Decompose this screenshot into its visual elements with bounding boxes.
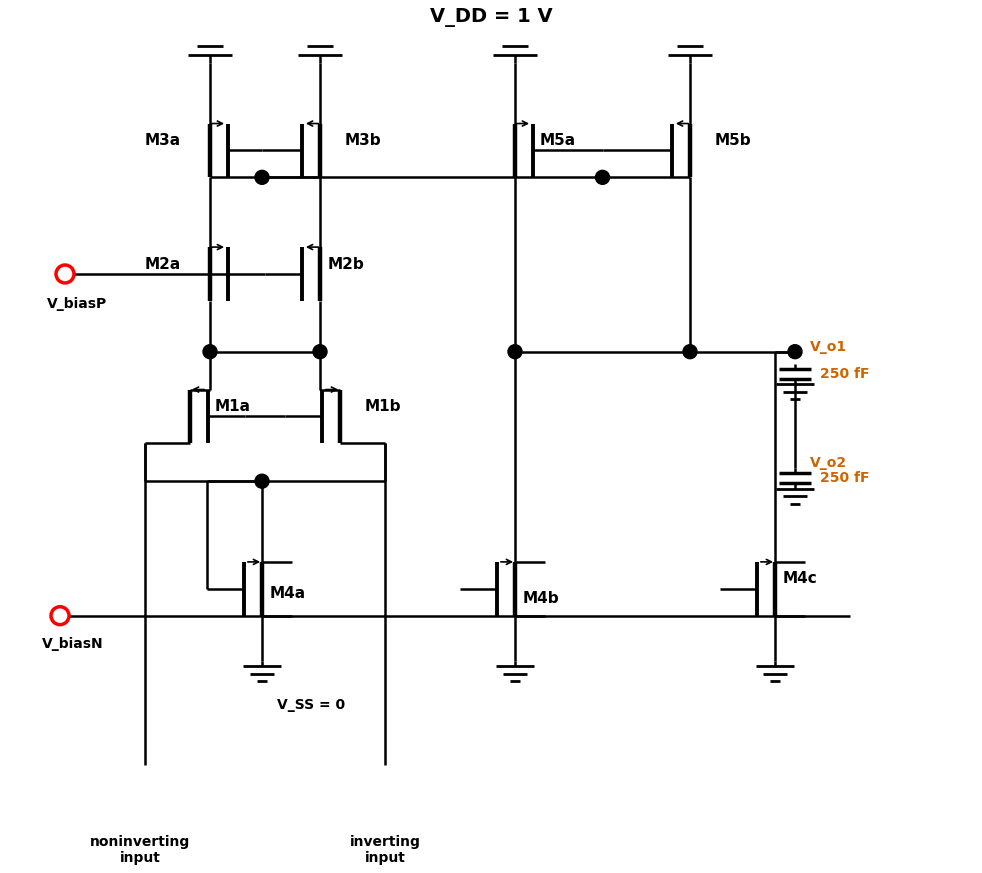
Text: M1a: M1a — [215, 399, 251, 414]
Text: M3a: M3a — [145, 133, 181, 148]
Text: M1b: M1b — [365, 399, 402, 414]
Text: M4a: M4a — [270, 587, 306, 601]
Text: 250 fF: 250 fF — [820, 367, 869, 381]
Text: M3b: M3b — [345, 133, 382, 148]
Text: M4c: M4c — [783, 571, 818, 587]
Text: M5a: M5a — [540, 133, 576, 148]
Circle shape — [788, 345, 802, 359]
Text: inverting
input: inverting input — [350, 835, 420, 865]
Text: V_SS = 0: V_SS = 0 — [277, 698, 345, 712]
Circle shape — [313, 345, 327, 359]
Circle shape — [508, 345, 522, 359]
Text: M4b: M4b — [523, 591, 560, 606]
Text: M2b: M2b — [328, 257, 364, 272]
Text: V_o1: V_o1 — [810, 340, 847, 354]
Text: 250 fF: 250 fF — [820, 471, 869, 485]
Circle shape — [595, 170, 610, 184]
Text: V_o2: V_o2 — [810, 457, 847, 471]
Text: M5b: M5b — [715, 133, 751, 148]
Circle shape — [683, 345, 697, 359]
Circle shape — [203, 345, 217, 359]
Circle shape — [255, 170, 269, 184]
Text: V_biasP: V_biasP — [47, 297, 107, 311]
Text: V_DD = 1 V: V_DD = 1 V — [430, 9, 552, 27]
Text: noninverting
input: noninverting input — [90, 835, 191, 865]
Text: M2a: M2a — [145, 257, 182, 272]
Text: V_biasN: V_biasN — [42, 636, 104, 650]
Circle shape — [255, 474, 269, 488]
